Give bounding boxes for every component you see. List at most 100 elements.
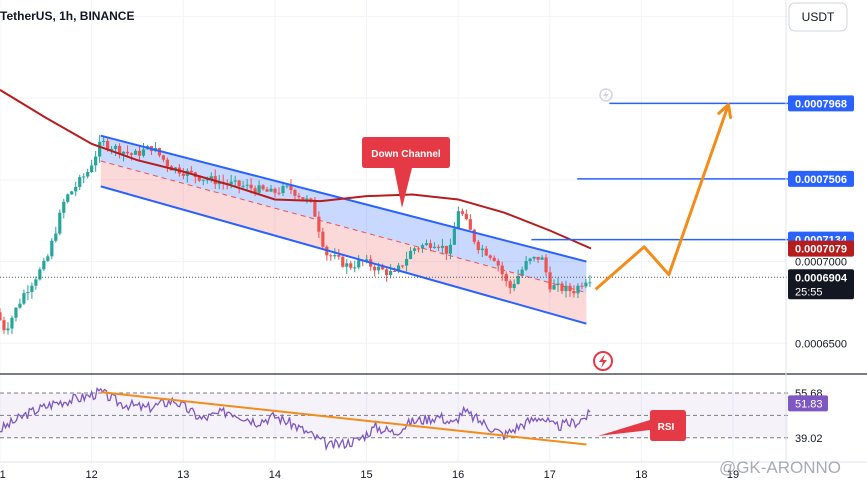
time-axis[interactable]: 11 12 13 14 15 16 17 18 19	[0, 461, 867, 481]
candle	[532, 256, 536, 262]
candle	[22, 289, 26, 305]
candle-body	[141, 149, 146, 156]
candle	[241, 181, 245, 190]
candle-body	[588, 282, 592, 284]
channel-lower-line[interactable]	[100, 185, 587, 325]
candle-body	[444, 245, 449, 254]
candle	[416, 246, 421, 253]
candle-body	[297, 195, 301, 198]
time-tick-label: 12	[86, 469, 98, 481]
candle-body	[34, 279, 38, 286]
candle-body	[18, 303, 22, 308]
candle-body	[389, 270, 393, 276]
candle	[412, 247, 417, 255]
candle-body	[420, 245, 425, 249]
candle	[432, 242, 437, 249]
candle	[265, 186, 269, 192]
candle-body	[50, 240, 54, 257]
candle-body	[584, 282, 588, 287]
rsi-callout[interactable]: RSI	[598, 410, 686, 441]
candle	[321, 227, 325, 249]
candle-body	[329, 255, 333, 257]
lightning-icon-small	[599, 88, 613, 102]
candle-body	[46, 256, 50, 261]
candle	[536, 256, 540, 264]
candle	[54, 226, 58, 243]
candle-body	[353, 267, 357, 269]
candle-body	[66, 194, 70, 202]
candle-body	[233, 180, 237, 182]
candle	[66, 193, 70, 204]
candle-body	[245, 184, 249, 186]
candle-body	[464, 213, 468, 220]
candle	[125, 145, 130, 158]
candle	[34, 276, 38, 290]
candle	[277, 187, 281, 196]
candle-body	[428, 243, 433, 248]
candle	[90, 159, 94, 173]
candle-body	[317, 216, 321, 232]
candle-body	[560, 283, 564, 292]
candle	[492, 255, 496, 262]
candle	[237, 179, 241, 194]
symbol-title: TetherUS, 1h, BINANCE	[0, 9, 134, 23]
projection-path[interactable]	[594, 104, 730, 291]
rsi-level-label: 39.02	[795, 433, 823, 445]
ma-tag: 0.0007079	[788, 240, 854, 257]
level-tag: 0.0007968	[788, 95, 854, 112]
horizontal-levels	[531, 102, 788, 241]
candle-body	[460, 211, 464, 214]
candle-body	[492, 257, 496, 261]
candle-body	[309, 198, 313, 200]
candle-body	[293, 189, 297, 196]
candle-body	[496, 260, 500, 266]
candle-body	[357, 260, 361, 268]
candle-body	[90, 165, 94, 172]
candle-body	[572, 291, 576, 294]
candle-body	[269, 188, 273, 192]
candle-body	[113, 145, 118, 149]
time-tick-label: 19	[727, 469, 739, 481]
candle	[181, 168, 185, 180]
candle	[2, 316, 6, 334]
candle	[129, 152, 134, 161]
candle	[476, 239, 480, 254]
candle	[496, 258, 500, 272]
down-channel-callout[interactable]: Down Channel	[362, 137, 450, 208]
candle	[117, 143, 122, 159]
candle-body	[556, 283, 560, 286]
candle-body	[536, 256, 540, 260]
currency-button[interactable]: USDT	[788, 2, 848, 32]
candle	[424, 239, 429, 246]
candle-body	[289, 185, 293, 190]
rsi-trendline[interactable]	[100, 391, 587, 446]
candle	[456, 206, 460, 230]
candle-body	[181, 173, 185, 176]
candle	[0, 308, 2, 322]
candle	[408, 246, 413, 260]
level-tag-text: 0.0007968	[795, 98, 847, 110]
candle-body	[416, 248, 421, 250]
candle-body	[125, 151, 130, 154]
candle	[444, 245, 449, 260]
candle-body	[396, 265, 401, 272]
candle	[38, 267, 42, 281]
candle	[548, 266, 552, 293]
candle-body	[285, 185, 289, 187]
candle	[74, 181, 78, 197]
candle	[70, 190, 74, 195]
lightning-icon[interactable]	[593, 351, 613, 371]
candle-body	[480, 248, 484, 251]
candle-body	[241, 185, 245, 187]
candle	[353, 260, 357, 273]
candle-body	[408, 250, 413, 259]
candle-body	[468, 219, 472, 230]
candle	[305, 195, 309, 204]
candle-body	[281, 186, 285, 194]
candle	[197, 176, 201, 183]
candle-body	[277, 192, 281, 194]
candle-body	[476, 241, 480, 251]
candle	[440, 238, 445, 255]
candle-body	[42, 260, 46, 270]
